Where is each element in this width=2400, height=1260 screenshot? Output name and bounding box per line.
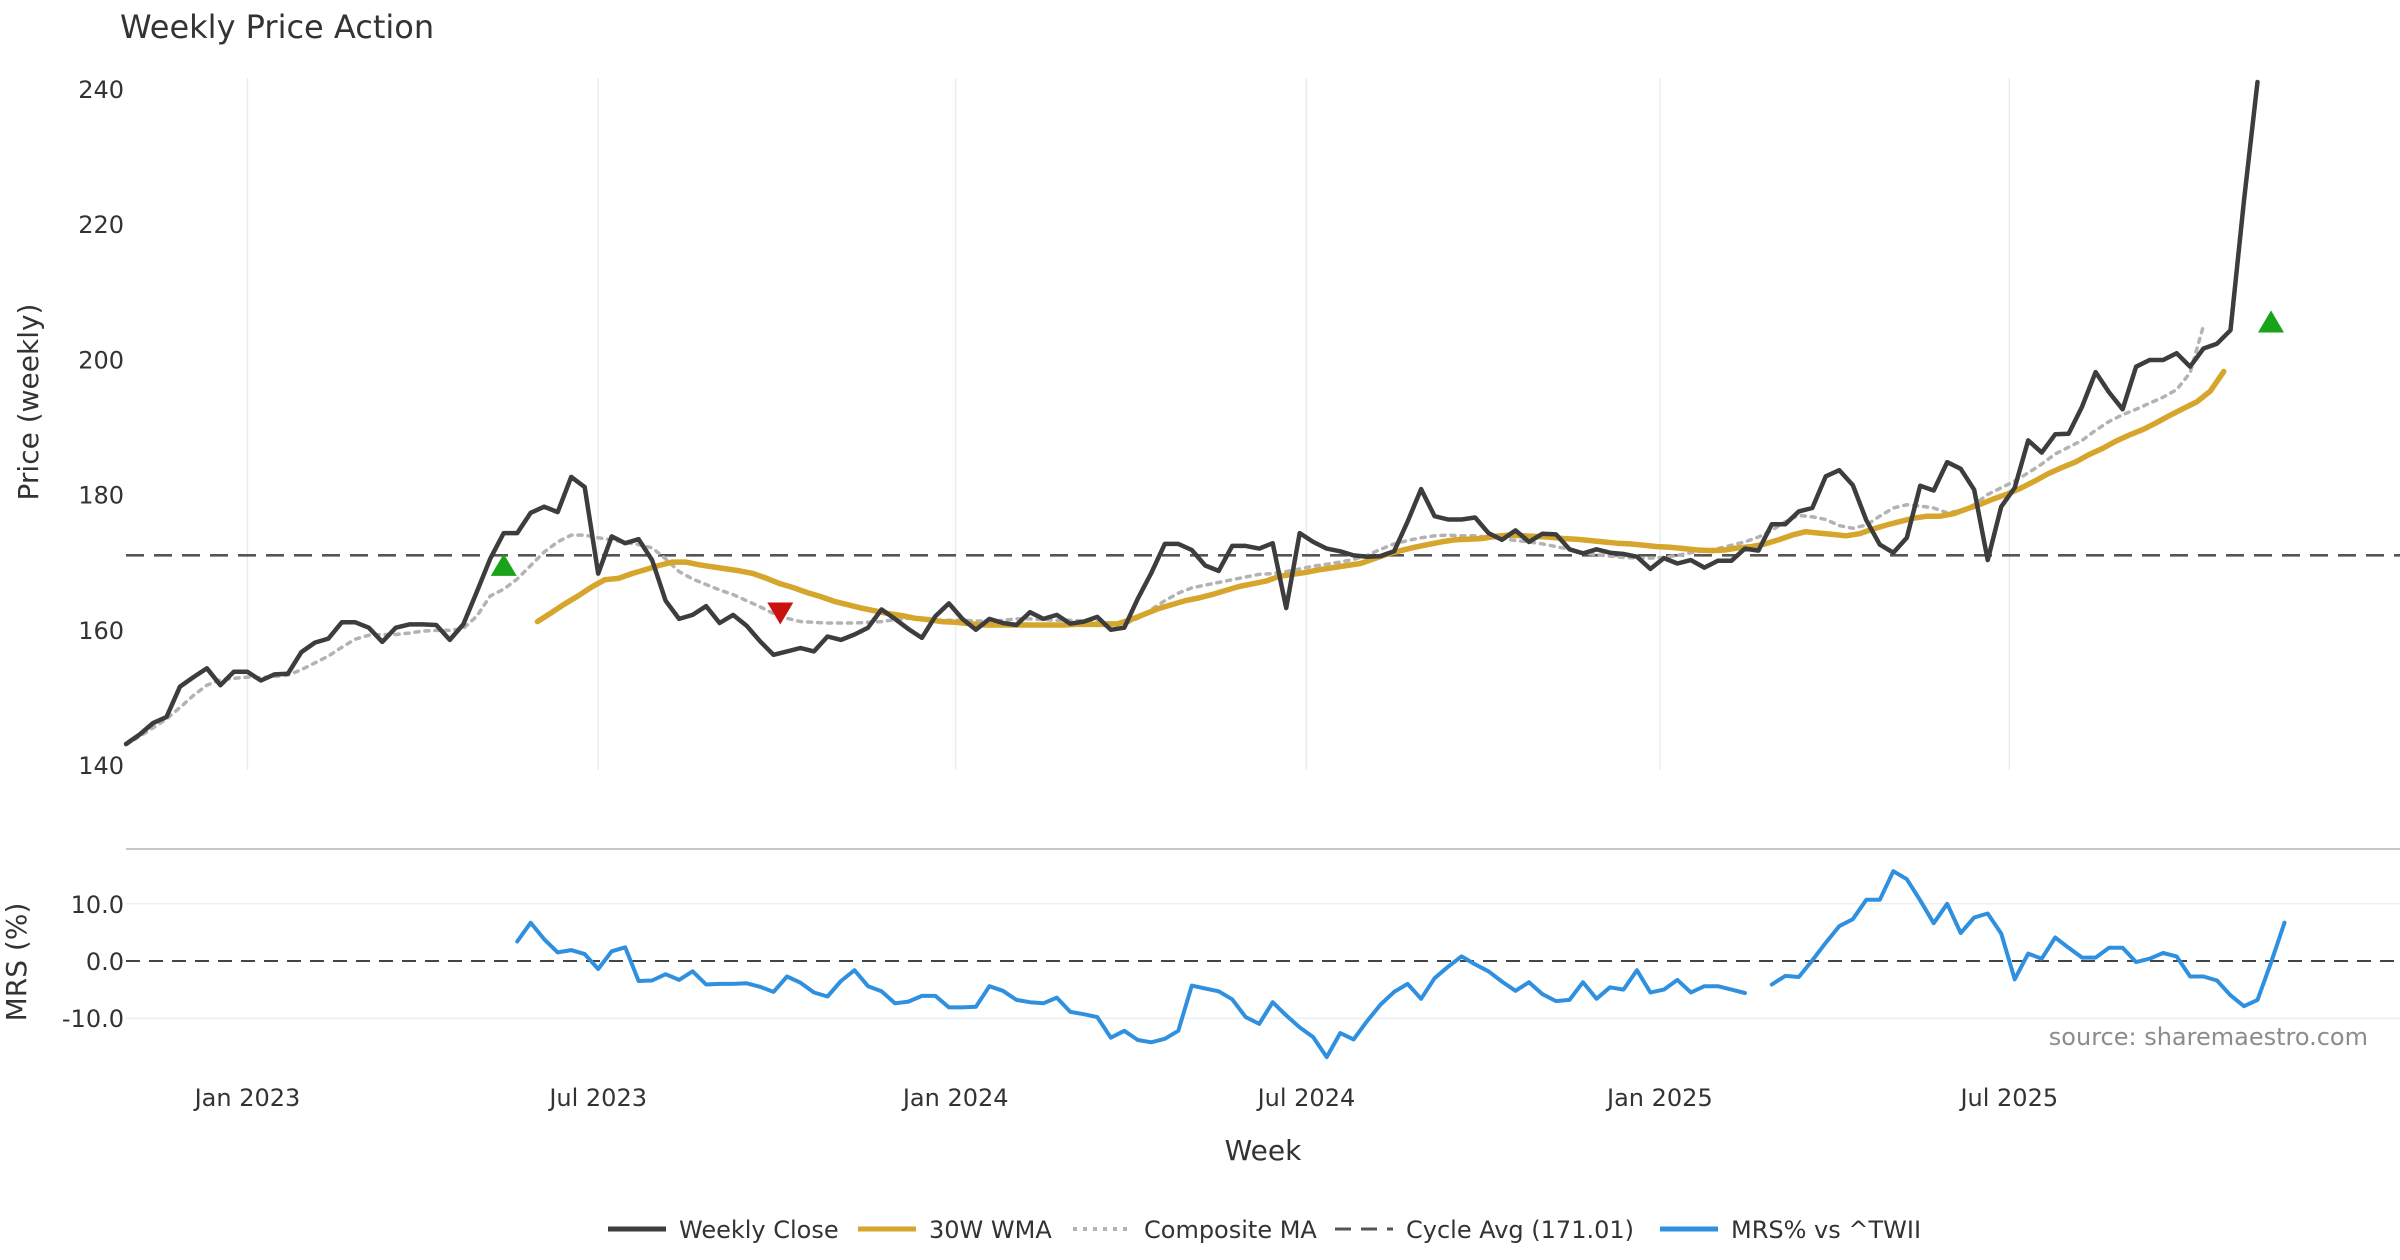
legend-label: Cycle Avg (171.01): [1406, 1216, 1634, 1244]
grid-layer: [126, 78, 2400, 1019]
weekly-close-line: [123, 79, 2260, 747]
legend-label: MRS% vs ^TWII: [1731, 1216, 1921, 1244]
x-tick-label: Jul 2025: [1958, 1084, 2058, 1112]
price-y-ticks: 140 160 180 200 220 240: [78, 76, 124, 780]
mrs-tick-label: 0.0: [86, 948, 124, 976]
legend-label: Weekly Close: [679, 1216, 839, 1244]
price-tick-label: 200: [78, 346, 124, 374]
signal-markers: [490, 310, 2284, 625]
chart-title: Weekly Price Action: [120, 8, 434, 46]
mrs-layer: [126, 869, 2400, 1060]
x-axis-title: Week: [1225, 1134, 1302, 1167]
mrs-y-ticks: 10.0 0.0 -10.0: [62, 891, 124, 1033]
price-tick-label: 220: [78, 211, 124, 239]
weekly-close-layer: [123, 79, 2260, 747]
legend-label: 30W WMA: [929, 1216, 1052, 1244]
sell-signal-marker: [767, 602, 794, 625]
x-axis-ticks: Jan 2023 Jul 2023 Jan 2024 Jul 2024 Jan 2025…: [193, 1084, 2059, 1112]
legend-label: Composite MA: [1144, 1216, 1317, 1244]
x-tick-label: Jul 2023: [547, 1084, 647, 1112]
x-tick-label: Jan 2023: [193, 1084, 301, 1112]
mrs-axis-title: MRS (%): [0, 903, 33, 1022]
mrs-tick-label: -10.0: [62, 1005, 124, 1033]
price-tick-label: 160: [78, 617, 124, 645]
price-tick-label: 140: [78, 752, 124, 780]
price-tick-label: 180: [78, 482, 124, 510]
x-tick-label: Jul 2024: [1256, 1084, 1356, 1112]
price-tick-label: 240: [78, 76, 124, 104]
mrs-line: [515, 869, 2287, 1060]
source-note: source: sharemaestro.com: [2049, 1023, 2368, 1051]
composite-ma-layer: [124, 323, 2206, 747]
x-tick-label: Jan 2024: [901, 1084, 1009, 1112]
price-axis-title: Price (weekly): [12, 304, 45, 501]
buy-signal-marker: [490, 553, 517, 576]
x-tick-label: Jan 2025: [1605, 1084, 1713, 1112]
composite-ma-line: [124, 323, 2206, 747]
mrs-tick-label: 10.0: [71, 891, 124, 919]
legend: Weekly Close 30W WMA Composite MA Cycle Avg…: [608, 1216, 1921, 1244]
buy-signal-marker: [2258, 310, 2284, 333]
wma-layer: [534, 368, 2227, 628]
wma-30w-line: [534, 368, 2227, 628]
